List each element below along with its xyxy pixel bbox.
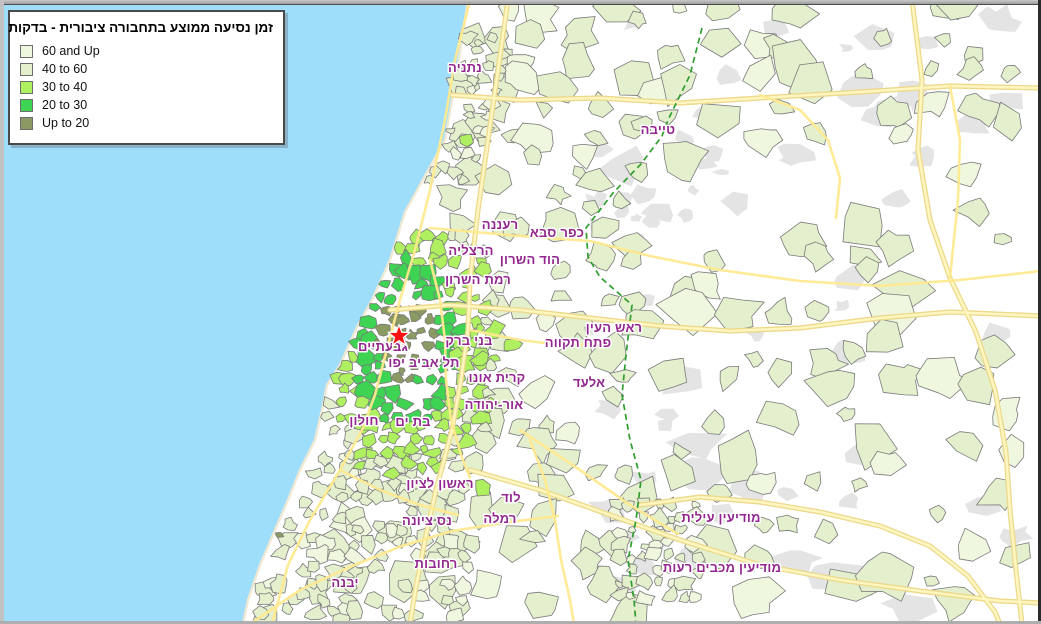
legend-label: 60 and Up bbox=[42, 44, 100, 59]
city-label: הרצליה bbox=[448, 243, 493, 258]
legend-swatch bbox=[20, 117, 33, 130]
window-right-border bbox=[1038, 0, 1041, 624]
legend-swatch bbox=[20, 63, 33, 76]
legend-swatch bbox=[20, 99, 33, 112]
city-label: הוד השרון bbox=[500, 252, 560, 267]
city-label: חולון bbox=[349, 413, 378, 428]
legend-box[interactable]: זמן נסיעה ממוצע בתחבורה ציבורית - בדקות … bbox=[8, 10, 285, 145]
city-label: בת ים bbox=[395, 414, 430, 429]
legend-label: 40 to 60 bbox=[42, 62, 88, 77]
legend-label: 30 to 40 bbox=[42, 80, 88, 95]
city-label: רחובות bbox=[415, 556, 458, 571]
city-label: מודיעין מכבים רעות bbox=[663, 560, 781, 575]
sea-layer bbox=[0, 0, 470, 624]
city-label: יבנה bbox=[331, 575, 358, 590]
city-label: רעננה bbox=[482, 217, 519, 232]
window-bottom-border bbox=[0, 621, 1041, 624]
legend-item: 30 to 40 bbox=[20, 79, 273, 96]
city-label: תל אביב יפו bbox=[388, 355, 459, 370]
city-label: פתח תקווה bbox=[545, 335, 612, 350]
city-label: אלעד bbox=[573, 375, 605, 390]
legend-label: 20 to 30 bbox=[42, 98, 88, 113]
city-label: מודיעין עילית bbox=[681, 510, 760, 525]
city-labels-layer: נתניה טייבה רעננה כפר סבא הרצליה הוד השרון רמת… bbox=[330, 59, 783, 592]
city-label: טייבה bbox=[641, 122, 676, 137]
legend-item: 20 to 30 bbox=[20, 97, 273, 114]
star-marker bbox=[387, 323, 411, 346]
city-label: ראש העין bbox=[586, 320, 642, 335]
legend-item: 60 and Up bbox=[20, 43, 273, 60]
city-label: בני ברק bbox=[445, 333, 492, 348]
legend-swatch bbox=[20, 45, 33, 58]
city-label: אור-יהודה bbox=[465, 397, 524, 412]
legend-swatch bbox=[20, 81, 33, 94]
window-left-border bbox=[0, 0, 4, 624]
green-line-boundary bbox=[585, 27, 703, 624]
city-label: כפר סבא bbox=[530, 225, 584, 240]
legend-rows: 60 and Up 40 to 60 30 to 40 20 to 30 Up to 2… bbox=[20, 43, 273, 132]
city-label: רמלה bbox=[483, 511, 516, 526]
city-label: לוד bbox=[501, 490, 521, 505]
city-label: ראשון לציון bbox=[406, 476, 473, 491]
legend-title: זמן נסיעה ממוצע בתחבורה ציבורית - בדקות bbox=[8, 20, 273, 35]
city-label: קרית אונו bbox=[469, 370, 526, 385]
legend-label: Up to 20 bbox=[42, 116, 90, 131]
legend-item: 40 to 60 bbox=[20, 61, 273, 78]
city-label: רמת השרון bbox=[445, 272, 511, 287]
roads-layer bbox=[248, 0, 1041, 624]
legend-item: Up to 20 bbox=[20, 115, 273, 132]
window-top-bar bbox=[0, 0, 1041, 5]
city-label: נס ציונה bbox=[402, 513, 452, 528]
city-label: נתניה bbox=[448, 60, 482, 75]
